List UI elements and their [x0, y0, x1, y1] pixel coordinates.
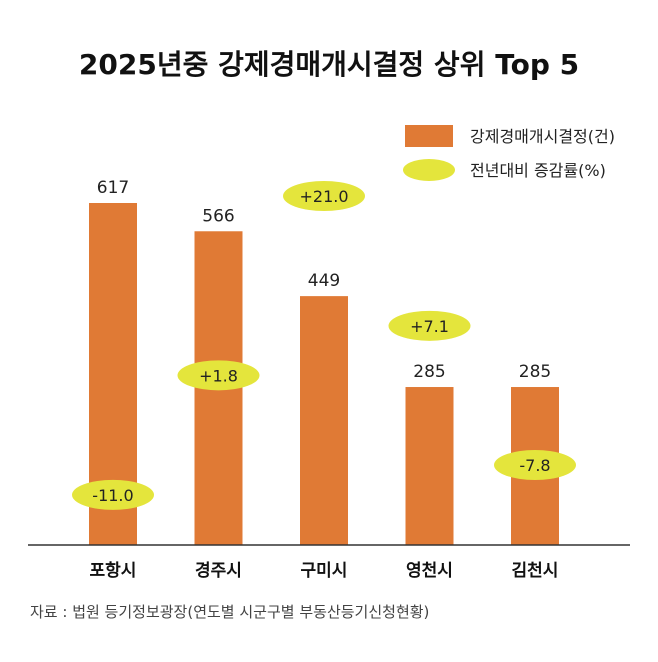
- rate-label-2: +21.0: [299, 187, 348, 206]
- bar-value-label-3: 285: [413, 362, 445, 382]
- rate-label-1: +1.8: [199, 366, 238, 385]
- rate-marker-1: [177, 360, 260, 391]
- bar-2: [300, 296, 348, 545]
- rate-label-0: -11.0: [92, 486, 133, 505]
- chart-title: 2025년중 강제경매개시결정 상위 Top 5: [79, 48, 579, 81]
- x-tick-label-3: 영천시: [406, 561, 453, 581]
- x-tick-label-2: 구미시: [301, 561, 348, 581]
- rate-marker-3: [388, 310, 471, 341]
- rate-label-3: +7.1: [410, 317, 449, 336]
- x-tick-label-1: 경주시: [195, 561, 242, 581]
- x-tick-label-0: 포항시: [90, 560, 137, 581]
- bar-value-label-4: 285: [519, 362, 551, 382]
- rate-marker-4: [494, 449, 576, 480]
- legend-bar-label: 강제경매개시결정(건): [470, 127, 615, 146]
- x-tick-label-4: 김천시: [512, 561, 559, 581]
- bar-value-label-1: 566: [202, 206, 234, 226]
- source-note: 자료 : 법원 등기정보광장(연도별 시군구별 부동산등기신청현황): [30, 603, 429, 621]
- legend-marker-swatch: [403, 159, 455, 181]
- bar-value-label-2: 449: [308, 271, 340, 291]
- legend-bar-swatch: [405, 125, 453, 147]
- rate-marker-2: [283, 181, 365, 211]
- rate-label-4: -7.8: [519, 456, 550, 475]
- bar-value-label-0: 617: [97, 178, 129, 198]
- legend-marker-label: 전년대비 증감률(%): [470, 161, 606, 180]
- rate-marker-0: [72, 479, 154, 510]
- bar-3: [405, 387, 454, 545]
